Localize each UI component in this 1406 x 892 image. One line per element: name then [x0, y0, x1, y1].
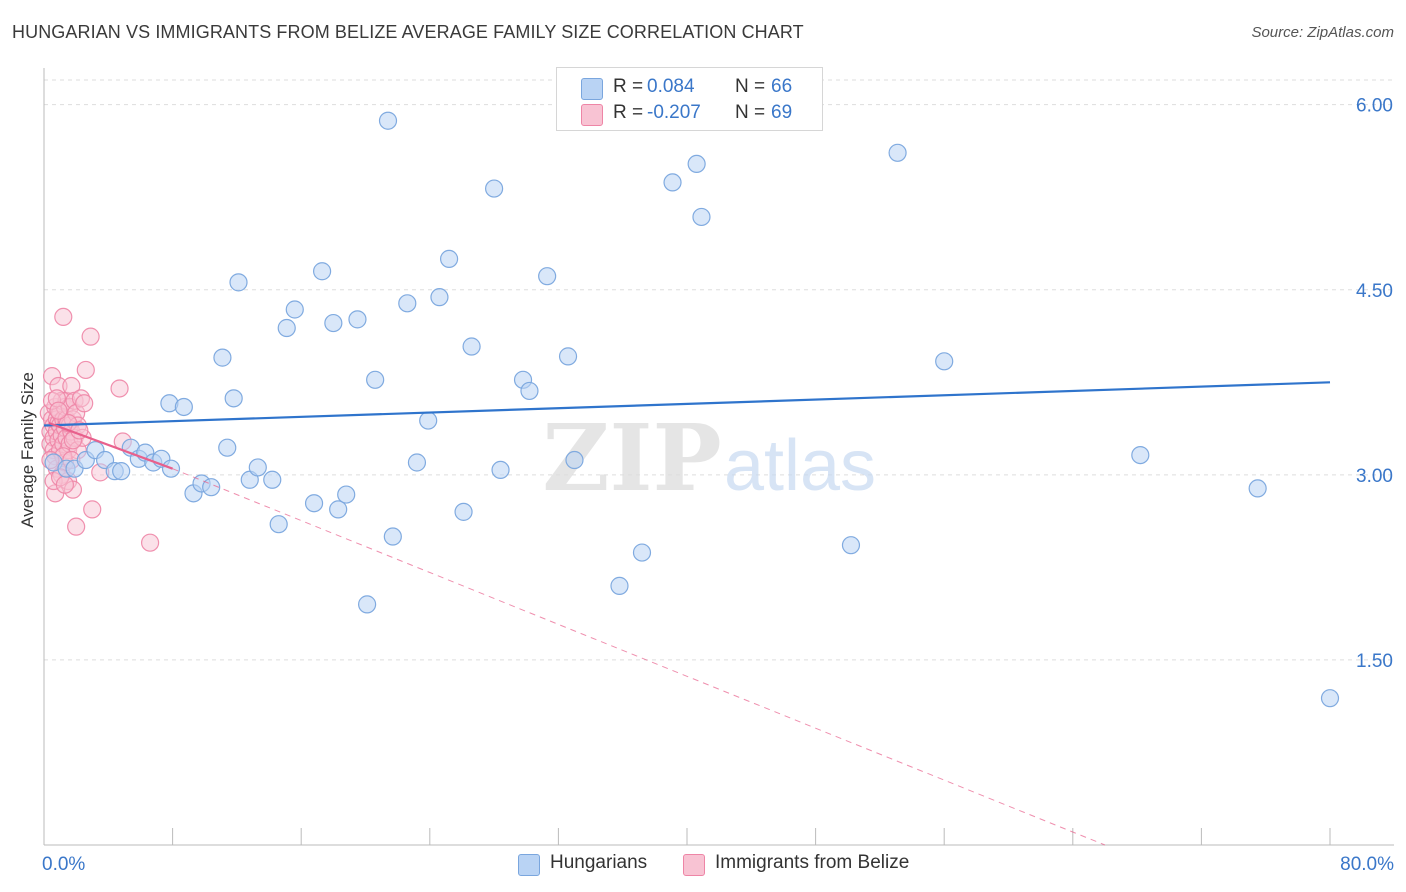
- hungarian-point: [520, 381, 539, 401]
- hungarian-point: [329, 500, 348, 519]
- hungarians-trend-line: [43, 381, 1331, 427]
- hungarian-point: [1248, 479, 1267, 498]
- hungarian-point: [687, 154, 706, 174]
- hungarian-point: [558, 347, 578, 366]
- legend-r-label: R =: [613, 76, 644, 97]
- hungarian-point: [218, 438, 237, 457]
- y-tick-label: 1.50: [1356, 651, 1393, 672]
- hungarian-point: [277, 318, 296, 338]
- belize-point: [67, 517, 86, 536]
- hungarian-point: [565, 450, 584, 470]
- hungarian-point: [398, 294, 417, 313]
- belize-point: [81, 327, 100, 346]
- hungarian-point: [366, 370, 385, 389]
- hungarian-point: [663, 173, 682, 192]
- hungarian-point: [358, 595, 377, 614]
- y-tick-label: 6.00: [1356, 96, 1393, 117]
- hungarian-point: [841, 536, 861, 555]
- hungarian-point: [378, 111, 398, 130]
- bottom-legend-label: Immigrants from Belize: [715, 852, 910, 873]
- bottom-legend-label: Hungarians: [550, 852, 648, 873]
- correlation-legend: R = 0.084 N = 66 R = -0.207 N = 69: [556, 67, 823, 131]
- y-axis-label-wrap: Average Family Size: [14, 300, 42, 600]
- legend-n-label: N =: [735, 76, 766, 97]
- legend-n-label: N =: [735, 102, 766, 123]
- hungarian-point: [383, 527, 402, 546]
- legend-swatch-pink: [581, 104, 603, 126]
- hungarian-point: [538, 267, 557, 286]
- belize-trend-line: [48, 421, 173, 470]
- hungarian-point: [263, 470, 282, 489]
- hungarian-point: [229, 273, 248, 292]
- hungarian-point: [112, 462, 131, 481]
- hungarian-point: [348, 310, 367, 329]
- hungarian-point: [491, 460, 510, 480]
- bottom-legend-swatch-blue: [518, 854, 540, 876]
- legend-n-value: 69: [771, 102, 793, 123]
- belize-point: [110, 379, 129, 398]
- hungarian-point: [213, 348, 232, 367]
- hungarian-point: [610, 576, 629, 595]
- hungarian-point: [632, 543, 652, 562]
- hungarian-point: [407, 453, 427, 472]
- hungarian-point: [462, 337, 481, 356]
- belize-point: [140, 533, 160, 552]
- belize-point: [83, 500, 102, 519]
- hungarian-point: [174, 397, 193, 417]
- hungarian-point: [285, 300, 304, 319]
- belize-point: [75, 394, 94, 413]
- hungarian-point: [454, 502, 473, 521]
- hungarian-point: [935, 352, 954, 371]
- hungarian-point: [248, 458, 267, 477]
- source-attribution: Source: ZipAtlas.com: [1251, 24, 1394, 41]
- hungarian-point: [419, 411, 438, 430]
- legend-n-value: 66: [771, 76, 793, 97]
- y-axis-label: Average Family Size: [18, 372, 37, 528]
- hungarian-point: [692, 207, 711, 227]
- hungarian-point: [337, 485, 356, 504]
- x-tick-label-max: 80.0%: [1340, 854, 1394, 875]
- belize-trend-extension: [172, 468, 1106, 846]
- belize-point: [49, 401, 68, 420]
- chart-title: HUNGARIAN VS IMMIGRANTS FROM BELIZE AVER…: [12, 22, 804, 42]
- bottom-legend-swatch-pink: [683, 854, 705, 876]
- watermark-atlas: atlas: [724, 426, 876, 506]
- hungarian-point: [439, 249, 459, 269]
- legend-swatch-blue: [581, 78, 603, 100]
- hungarian-point: [1131, 445, 1150, 465]
- belize-point: [76, 360, 95, 380]
- hungarian-point: [430, 288, 449, 307]
- hungarian-point: [312, 262, 332, 281]
- hungarian-point: [324, 313, 343, 333]
- y-tick-label: 3.00: [1356, 466, 1393, 487]
- hungarian-point: [485, 179, 504, 198]
- y-tick-label: 4.50: [1356, 281, 1393, 302]
- legend-r-value: 0.084: [647, 76, 695, 97]
- legend-r-value: -0.207: [647, 102, 701, 123]
- hungarian-point: [269, 515, 288, 534]
- hungarian-point: [888, 143, 907, 162]
- belize-point: [55, 475, 74, 494]
- hungarian-point: [224, 389, 243, 408]
- legend-r-label: R =: [613, 102, 644, 123]
- hungarian-point: [304, 494, 324, 513]
- x-tick-label-min: 0.0%: [42, 854, 85, 875]
- belize-point: [54, 307, 73, 327]
- hungarian-point: [1320, 689, 1340, 708]
